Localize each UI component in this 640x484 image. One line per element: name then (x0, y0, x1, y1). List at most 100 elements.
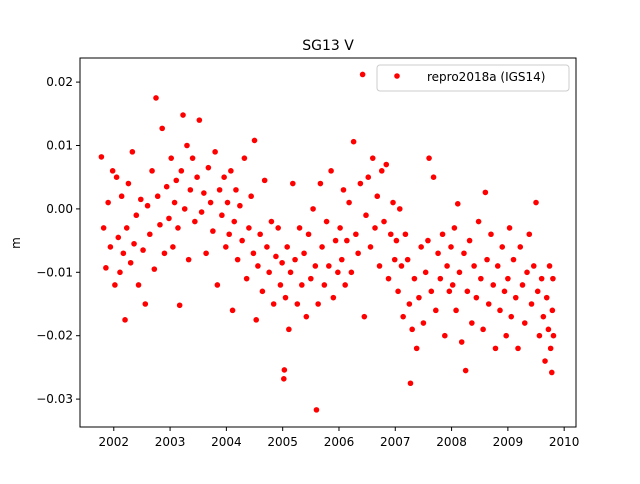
data-point (533, 199, 539, 206)
data-point (286, 326, 292, 333)
data-point (266, 269, 272, 276)
data-point (166, 215, 172, 222)
data-point (411, 275, 418, 282)
data-point (508, 313, 515, 320)
data-point (435, 250, 441, 257)
data-point (123, 225, 130, 231)
data-point (422, 269, 429, 276)
data-point (466, 237, 473, 244)
x-tick-label: 2010 (549, 435, 580, 449)
data-point (326, 263, 332, 269)
data-point (338, 256, 345, 263)
data-point (216, 187, 223, 193)
data-point (312, 263, 319, 269)
data-point (390, 199, 396, 206)
data-point (163, 183, 170, 190)
data-point (369, 155, 376, 161)
x-tick-label: 2006 (324, 435, 355, 449)
data-point (296, 225, 303, 231)
data-point (255, 263, 261, 269)
data-point (482, 189, 489, 196)
data-point (406, 301, 413, 307)
data-point (241, 155, 248, 161)
legend: repro2018a (IGS14) (376, 64, 570, 92)
data-point (418, 244, 424, 250)
data-point (538, 275, 545, 282)
data-point (223, 244, 229, 250)
data-point (221, 174, 227, 180)
data-point (328, 168, 334, 174)
data-point (387, 231, 394, 238)
data-point (475, 218, 482, 225)
data-point (534, 288, 541, 295)
data-points (98, 71, 557, 413)
data-point (259, 288, 266, 295)
data-point (348, 269, 355, 276)
data-point (305, 231, 312, 238)
data-point (129, 149, 136, 155)
data-point (103, 265, 109, 271)
data-point (473, 294, 480, 301)
data-point (201, 190, 207, 196)
y-tick-label: −0.01 (36, 265, 73, 279)
y-tick-label: −0.03 (36, 392, 73, 406)
data-point (117, 269, 123, 276)
data-point (194, 174, 200, 180)
x-tick-label: 2002 (99, 435, 130, 449)
data-point (335, 269, 341, 276)
data-point (350, 138, 357, 145)
x-tick-label: 2007 (380, 435, 411, 449)
data-point (361, 313, 368, 320)
data-point (308, 275, 314, 282)
data-point (273, 253, 279, 260)
data-point (510, 256, 517, 263)
data-point (365, 174, 372, 180)
data-point (400, 313, 406, 320)
data-point (282, 294, 289, 301)
data-point (464, 288, 471, 295)
data-point (270, 301, 277, 307)
data-point (374, 193, 381, 200)
data-point (413, 345, 420, 352)
data-point (184, 142, 190, 149)
data-point (391, 256, 398, 263)
data-point (458, 339, 465, 345)
data-point (524, 269, 530, 276)
data-point (515, 345, 521, 352)
data-point (505, 275, 511, 282)
data-point (428, 288, 435, 295)
data-point (332, 237, 339, 244)
data-point (118, 193, 125, 200)
data-point (547, 345, 554, 352)
data-point (321, 282, 328, 288)
data-point (237, 202, 243, 209)
data-point (281, 376, 287, 382)
data-point (281, 367, 288, 373)
data-point (290, 180, 296, 187)
data-point (501, 288, 508, 295)
data-point (480, 326, 486, 333)
data-point (233, 187, 239, 193)
data-point (284, 244, 290, 250)
data-point (161, 250, 168, 257)
data-point (471, 263, 477, 269)
data-point (214, 282, 221, 288)
data-point (246, 225, 252, 231)
data-point (109, 168, 116, 174)
data-point (196, 117, 203, 123)
data-point (512, 294, 519, 301)
data-point (442, 332, 448, 339)
data-point (499, 244, 506, 250)
data-point (546, 263, 553, 269)
data-point (543, 294, 550, 301)
data-point (456, 269, 463, 276)
data-point (133, 212, 140, 219)
data-point (226, 231, 232, 238)
data-point (287, 269, 294, 276)
data-point (503, 332, 509, 339)
data-point (378, 168, 385, 174)
data-point (257, 231, 263, 238)
data-point (210, 228, 216, 234)
data-point (159, 125, 165, 132)
